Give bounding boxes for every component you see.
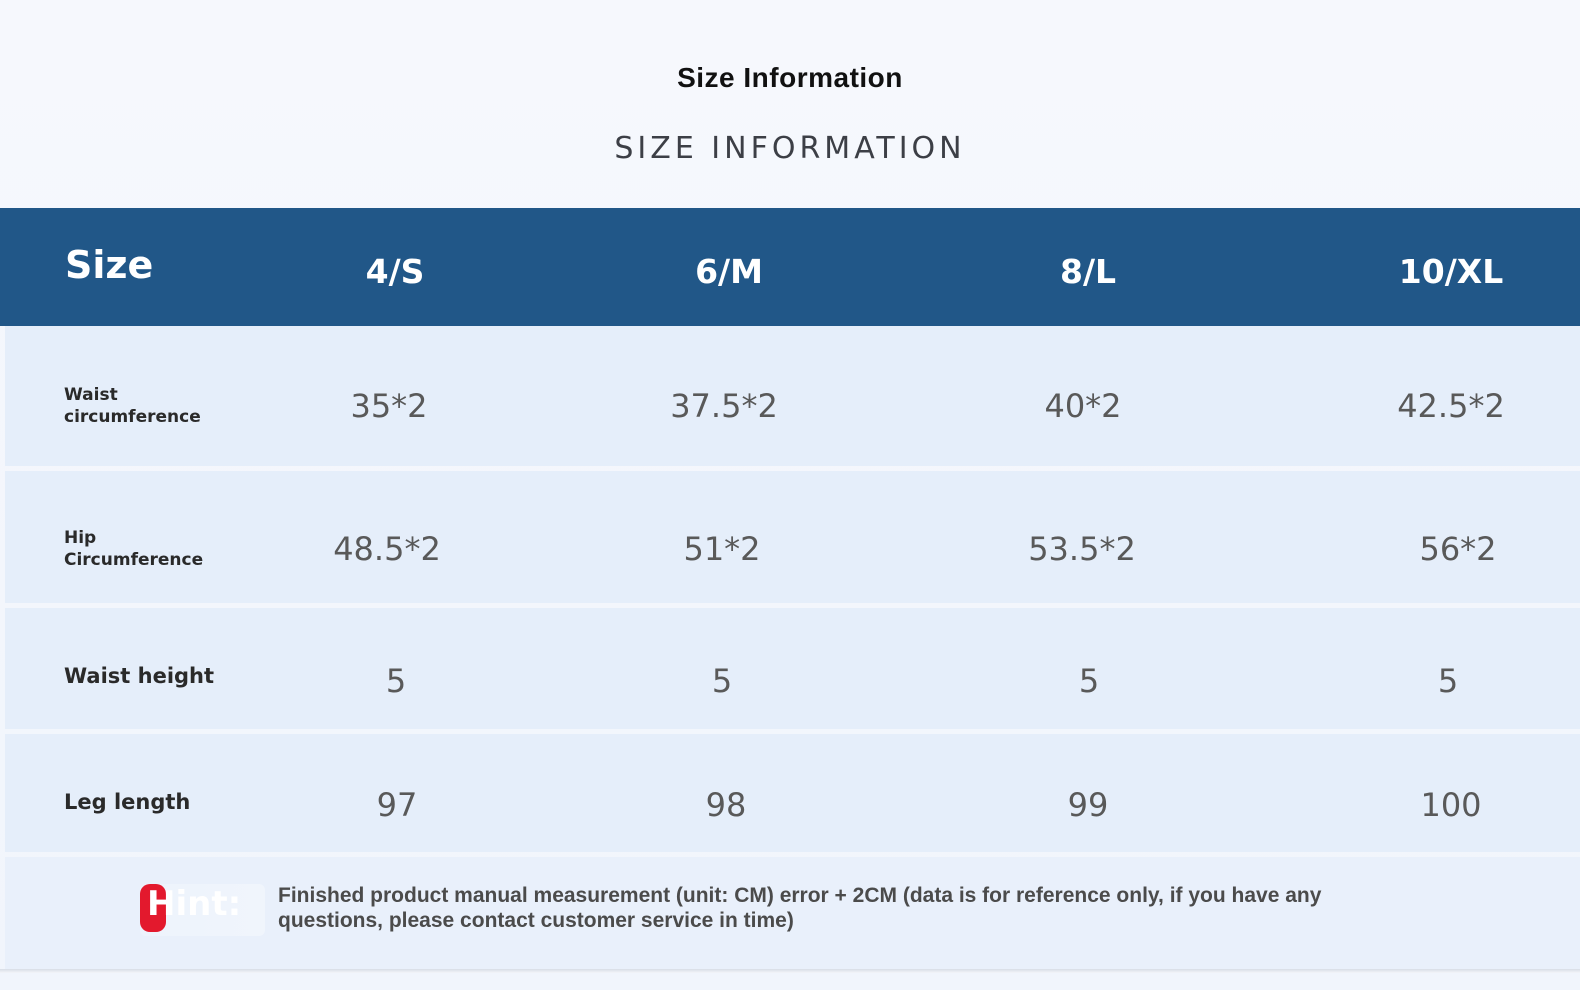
header-size-label: Size — [65, 243, 154, 287]
table-cell: 42.5*2 — [1397, 387, 1505, 425]
table-cell: 56*2 — [1419, 530, 1497, 568]
row-label-line1: Waist — [64, 385, 118, 405]
bottom-divider — [0, 969, 1580, 973]
row-label-hip-circumference: Hip Circumference — [64, 527, 203, 571]
table-cell: 97 — [376, 786, 418, 824]
header-size-s: 4/S — [365, 252, 425, 291]
row-label-line1: Hip — [64, 528, 97, 548]
table-row-waist-circumference: Waist circumference 35*2 37.5*2 40*2 42.… — [5, 326, 1580, 466]
row-label-line2: Circumference — [64, 550, 204, 570]
table-cell: 5 — [385, 662, 407, 700]
page-title: Size Information — [677, 62, 903, 93]
row-label-waist-height: Waist height — [64, 664, 215, 688]
hint-bar — [5, 857, 1580, 969]
table-cell: 40*2 — [1044, 387, 1122, 425]
hint-text-line2: questions, please contact customer servi… — [278, 909, 794, 932]
hint-text: Finished product manual measurement (uni… — [278, 883, 1378, 933]
table-cell: 5 — [1437, 662, 1459, 700]
header-size-xl: 10/XL — [1398, 252, 1504, 291]
table-cell: 51*2 — [683, 530, 761, 568]
table-cell: 100 — [1420, 786, 1482, 824]
row-label-line2: circumference — [64, 407, 201, 427]
table-row-waist-height: Waist height 5 5 5 5 — [5, 608, 1580, 729]
table-cell: 35*2 — [350, 387, 428, 425]
table-cell: 99 — [1067, 786, 1109, 824]
table-cell: 5 — [711, 662, 733, 700]
row-label-waist-circumference: Waist circumference — [64, 384, 201, 428]
hint-text-line1: Finished product manual measurement (uni… — [278, 884, 1322, 907]
table-row-leg-length: Leg length 97 98 99 100 — [5, 734, 1580, 852]
table-cell: 53.5*2 — [1028, 530, 1136, 568]
row-label-leg-length: Leg length — [64, 790, 191, 814]
page-subtitle: SIZE INFORMATION — [614, 131, 966, 166]
table-row-hip-circumference: Hip Circumference 48.5*2 51*2 53.5*2 56*… — [5, 471, 1580, 603]
table-cell: 37.5*2 — [670, 387, 778, 425]
size-table-header: Size 4/S 6/M 8/L 10/XL — [0, 208, 1580, 326]
table-cell: 98 — [705, 786, 747, 824]
table-cell: 5 — [1078, 662, 1100, 700]
hint-accent-marker — [140, 884, 166, 932]
header-size-m: 6/M — [695, 252, 763, 291]
hint-label: Hint: — [147, 884, 242, 924]
table-cell: 48.5*2 — [333, 530, 441, 568]
header-size-l: 8/L — [1059, 252, 1117, 291]
